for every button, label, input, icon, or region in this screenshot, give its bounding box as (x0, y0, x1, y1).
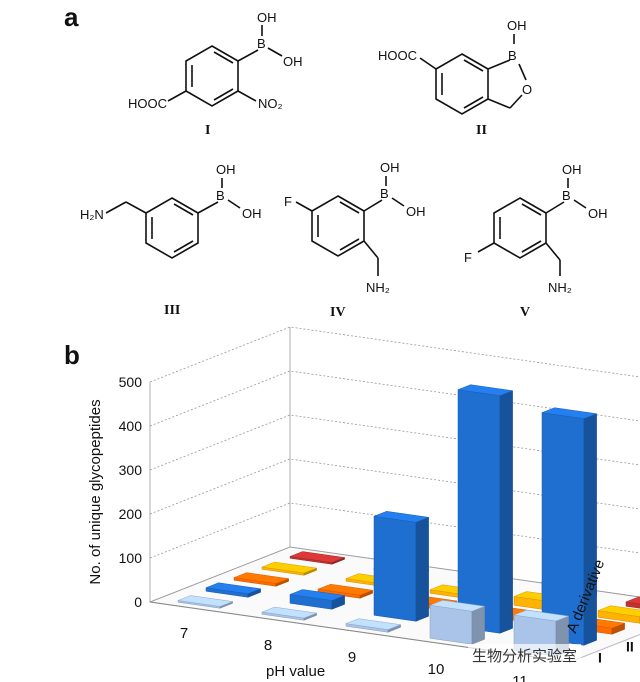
bar-top-face (289, 551, 346, 563)
structure-V-label: NH₂ (548, 280, 572, 295)
x-tick-label: 8 (264, 637, 272, 654)
y-tick-label: 400 (119, 418, 143, 434)
structure-I-label: HOOC (128, 96, 167, 111)
structure-IV-label: F (284, 194, 292, 209)
y-tick-label: 100 (119, 550, 143, 566)
bar-top-face (457, 384, 514, 396)
bar-top-face (289, 589, 346, 601)
bar-front-face (373, 515, 417, 622)
structure-I-roman: I (205, 123, 210, 138)
structure-III-label: B (216, 188, 225, 203)
bar-top-face (541, 407, 598, 419)
bar-top-face (261, 606, 318, 619)
structure-II-label: B (508, 48, 517, 63)
bar-side-face (471, 605, 485, 645)
bar (289, 551, 346, 565)
structure-IV-label: B (380, 186, 389, 201)
bar-front-face (597, 610, 640, 624)
panel-label-b: b (64, 340, 80, 370)
structure-II-label: HOOC (378, 48, 417, 63)
structure-II-roman: II (476, 123, 487, 138)
bar-side-face (415, 516, 429, 622)
depth-tick-label: I (598, 650, 602, 666)
x-tick-label: 11 (512, 673, 528, 682)
structure-III-label: OH (216, 162, 236, 177)
y-tick-label: 0 (134, 594, 142, 610)
bar-front-face (457, 389, 501, 634)
bar (261, 606, 318, 621)
bar (289, 589, 346, 610)
x-tick-label: 10 (428, 661, 445, 678)
structure-IV-roman: IV (330, 305, 346, 320)
structure-V-roman: V (520, 305, 530, 320)
structure-IV-label: OH (406, 204, 426, 219)
x-tick-label: 7 (180, 625, 188, 642)
bar (625, 596, 640, 609)
structure-IV-label: NH₂ (366, 280, 390, 295)
structure-V: OH B OH F NH₂ V (464, 162, 608, 320)
chart-labels: 01002003004005007891011IIIIIIIVV (119, 374, 634, 682)
x-tick-label: 9 (348, 649, 356, 666)
y-tick-label: 300 (119, 462, 143, 478)
gridline (149, 326, 640, 383)
y-axis-label: No. of unique glycopeptides (87, 399, 104, 584)
x-axis-label: pH value (266, 663, 325, 680)
bar-top-face (205, 582, 262, 594)
bar-top-face (233, 572, 290, 584)
structure-I-label: OH (283, 54, 303, 69)
watermark: 生物分析实验室 (468, 644, 582, 667)
bar-top-face (513, 609, 570, 622)
bar (457, 384, 514, 634)
structure-III-roman: III (164, 303, 180, 318)
structure-V-label: F (464, 250, 472, 265)
bar (597, 605, 640, 624)
y-tick-label: 500 (119, 374, 143, 390)
bar (373, 511, 430, 622)
bar (345, 618, 402, 633)
structure-III-label: OH (242, 206, 262, 221)
bar-top-face (373, 511, 430, 523)
structure-IV: OH B OH F NH₂ IV (284, 160, 426, 320)
chemical-structures: OH B OH HOOC NO₂ I OH B O HOOC II OH B (80, 10, 608, 320)
y-tick-label: 200 (119, 506, 143, 522)
structure-I-label: B (257, 36, 266, 51)
structure-II: OH B O HOOC II (378, 18, 532, 138)
bar (429, 600, 486, 645)
structure-I-label: OH (257, 10, 277, 25)
bar (541, 407, 598, 646)
bar-top-face (261, 561, 318, 574)
chart-bars (177, 384, 640, 657)
bar (177, 595, 234, 609)
bar-top-face (317, 583, 374, 596)
bar-top-face (429, 600, 486, 612)
bar-top-face (177, 595, 234, 607)
structure-I: OH B OH HOOC NO₂ I (128, 10, 303, 138)
depth-tick-label: II (626, 639, 634, 655)
structure-V-label: OH (588, 206, 608, 221)
bar (233, 572, 290, 587)
bar-top-face (625, 596, 640, 605)
panel-label-a: a (64, 2, 79, 32)
bar-top-face (597, 605, 640, 617)
structure-V-label: OH (562, 162, 582, 177)
bar (205, 582, 262, 598)
structure-III: OH B OH H₂N III (80, 162, 262, 318)
structure-V-label: B (562, 188, 571, 203)
structure-IV-label: OH (380, 160, 400, 175)
bar-side-face (499, 390, 513, 634)
structure-II-label: OH (507, 18, 527, 33)
structure-II-label: O (522, 82, 532, 97)
bar (317, 583, 374, 599)
bar-top-face (345, 618, 402, 630)
bar (261, 561, 318, 576)
bar-front-face (429, 604, 473, 645)
structure-III-label: H₂N (80, 207, 104, 222)
structure-I-label: NO₂ (258, 96, 283, 111)
